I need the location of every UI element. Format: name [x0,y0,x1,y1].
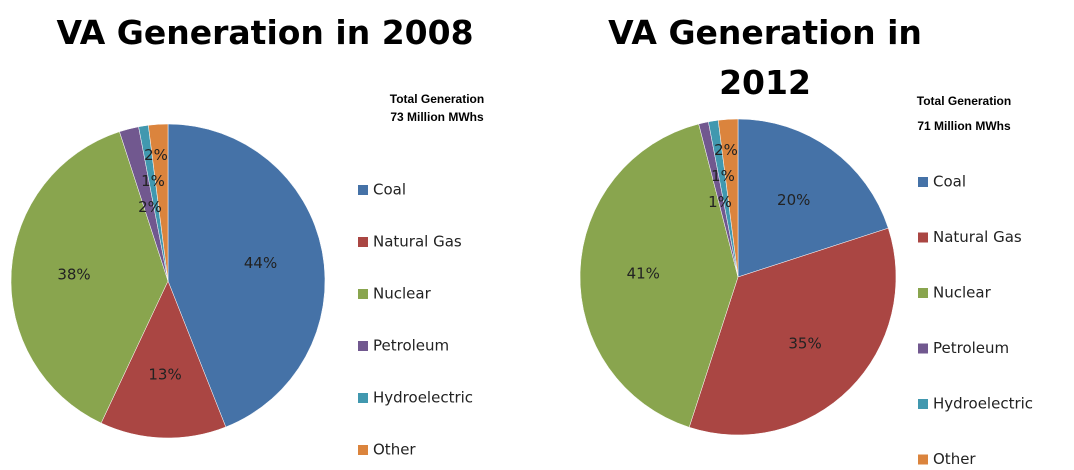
legend-label: Coal [373,181,406,199]
legend-swatch [358,237,368,247]
legend-swatch [358,393,368,403]
legend-swatch [358,445,368,455]
legend-swatch [918,454,928,465]
data-label: 1% [141,172,165,190]
pie-slice [10,131,169,424]
legend-label: Natural Gas [933,228,1022,246]
data-label: 1% [708,193,732,211]
data-label: 35% [788,335,821,353]
data-label: 41% [627,265,660,283]
legend-swatch [918,288,928,298]
legend-swatch [918,177,928,187]
data-label: 38% [57,266,90,284]
data-label: 13% [148,366,181,384]
legend-swatch [358,341,368,351]
data-label: 2% [714,141,738,159]
data-label: 44% [244,254,277,272]
legend-label: Nuclear [373,285,432,303]
pie-slice [737,118,889,278]
legend-label: Natural Gas [373,233,462,251]
annotation: Total Generation [390,92,484,106]
pie-slice [167,123,326,428]
legend-label: Hydroelectric [373,389,473,407]
chart-title: VA Generation in 2008 [56,13,474,52]
pie-slice [148,123,169,282]
annotation: Total Generation [917,94,1011,108]
legend-swatch [358,185,368,195]
legend-label: Hydroelectric [933,395,1033,413]
legend-label: Petroleum [933,339,1009,357]
legend-label: Coal [933,173,966,191]
legend-label: Other [933,450,976,468]
data-label: 2% [138,198,162,216]
legend-swatch [918,399,928,409]
legend-label: Petroleum [373,337,449,355]
pie-slice [579,123,739,428]
pie-slice [100,280,227,439]
legend-swatch [358,289,368,299]
chart-title: VA Generation in 2012 [608,13,922,102]
data-label: 1% [711,167,735,185]
legend-label: Nuclear [933,284,992,302]
pie-slice [717,118,739,278]
data-label: 20% [777,191,810,209]
pie-slice [688,227,897,436]
legend-label: Other [373,441,416,459]
data-label: 2% [144,146,168,164]
annotation: 71 Million MWhs [917,119,1011,133]
annotation: 73 Million MWhs [390,110,484,124]
legend-swatch [918,232,928,243]
legend-swatch [918,343,928,354]
